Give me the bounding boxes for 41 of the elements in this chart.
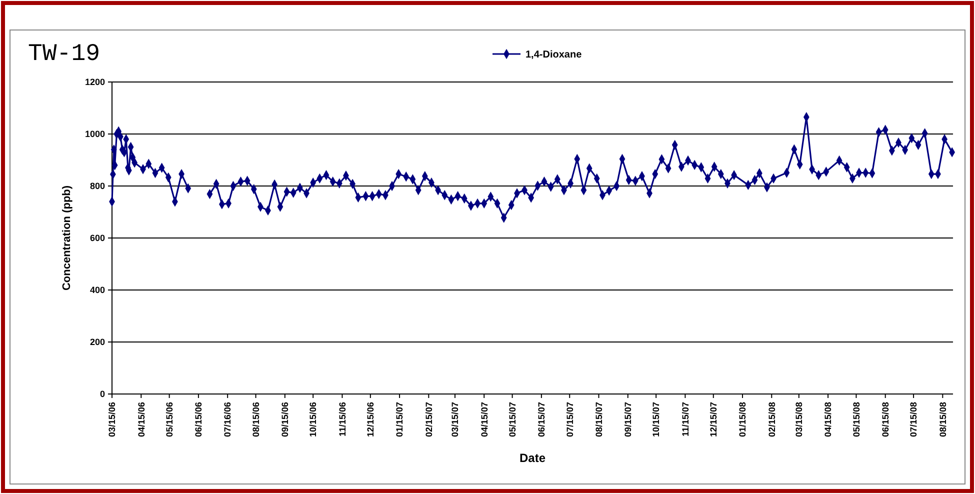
x-tick-label: 01/15/07 bbox=[394, 402, 405, 438]
x-tick-label: 09/15/06 bbox=[280, 402, 290, 438]
x-tick-label: 05/15/08 bbox=[851, 402, 862, 438]
x-tick-label: 07/15/07 bbox=[564, 402, 575, 438]
x-tick-label: 11/15/07 bbox=[680, 402, 690, 437]
x-tick-label: 01/15/08 bbox=[738, 402, 748, 438]
x-tick-label: 12/15/07 bbox=[708, 402, 719, 438]
x-tick-label: 07/16/06 bbox=[222, 402, 233, 438]
x-tick-label: 08/15/07 bbox=[594, 402, 604, 438]
x-axis-title: Date bbox=[519, 451, 546, 465]
y-tick-label: 400 bbox=[90, 285, 105, 296]
x-tick-label: 02/15/07 bbox=[424, 402, 434, 438]
y-tick-label: 0 bbox=[100, 389, 105, 400]
y-tick-label: 200 bbox=[90, 337, 105, 348]
x-tick-label: 05/15/07 bbox=[507, 402, 518, 438]
x-tick-label: 06/15/06 bbox=[194, 402, 204, 438]
x-tick-label: 03/15/08 bbox=[794, 402, 804, 438]
x-tick-label: 08/15/06 bbox=[250, 402, 261, 438]
x-tick-label: 11/15/06 bbox=[337, 402, 348, 437]
legend-label: 1,4-Dioxane bbox=[526, 50, 582, 60]
x-tick-label: 10/15/07 bbox=[651, 402, 662, 438]
x-tick-label: 04/15/06 bbox=[136, 402, 146, 438]
y-axis-title: Concentration (ppb) bbox=[61, 185, 73, 291]
x-tick-label: 09/15/07 bbox=[623, 402, 634, 438]
x-tick-label: 06/15/07 bbox=[536, 402, 547, 438]
x-tick-label: 03/15/07 bbox=[450, 402, 460, 438]
y-tick-label: 800 bbox=[90, 181, 105, 192]
x-tick-label: 04/15/07 bbox=[479, 402, 490, 438]
y-tick-label: 1200 bbox=[84, 77, 105, 88]
x-tick-label: 04/15/08 bbox=[823, 402, 834, 438]
x-tick-label: 06/15/08 bbox=[880, 402, 890, 438]
x-tick-label: 02/15/08 bbox=[766, 402, 777, 438]
x-tick-label: 07/15/08 bbox=[908, 402, 919, 438]
x-tick-label: 12/15/06 bbox=[366, 402, 376, 438]
x-tick-label: 03/15/06 bbox=[107, 402, 118, 438]
x-tick-label: 10/15/06 bbox=[308, 402, 318, 438]
x-tick-label: 08/15/08 bbox=[938, 402, 948, 438]
x-tick-label: 05/15/06 bbox=[164, 402, 174, 438]
y-tick-label: 600 bbox=[90, 233, 105, 244]
chart-title: TW-19 bbox=[28, 41, 100, 68]
y-tick-label: 1000 bbox=[84, 129, 105, 140]
